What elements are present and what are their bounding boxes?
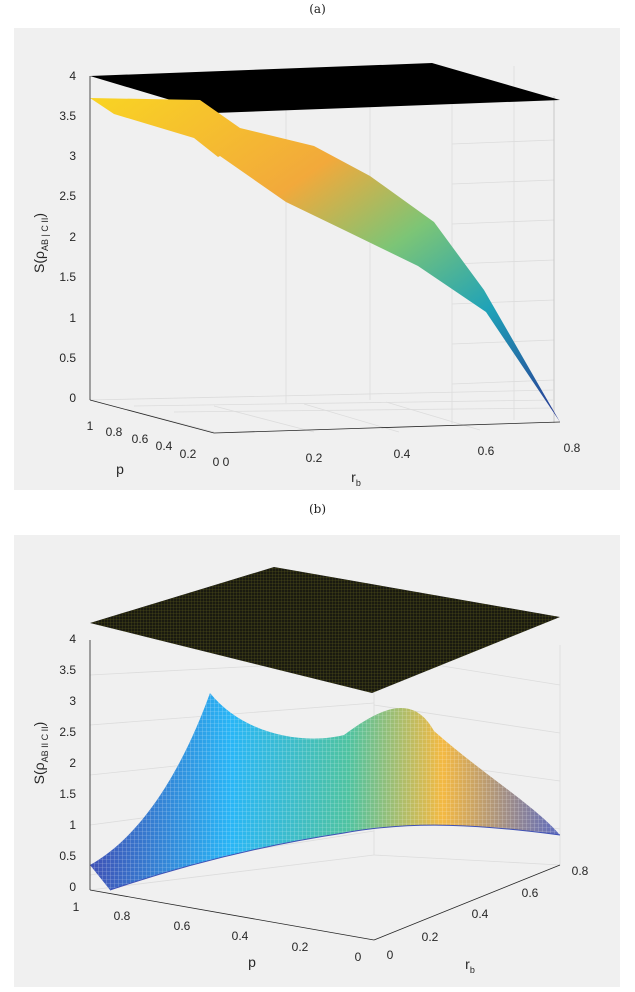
rb-axis [373, 864, 561, 941]
p-axis [89, 399, 215, 434]
z-tick: 1.5 [59, 270, 76, 284]
z-tick: 4 [69, 632, 76, 646]
p-tick: 0.6 [132, 432, 149, 446]
chart-b-svg: 4 3.5 3 2.5 2 1.5 1 0.5 0 1 0.8 0.6 0.4 … [31, 567, 589, 975]
z-tick: 2 [69, 230, 76, 244]
z-tick: 2.5 [59, 725, 76, 739]
z-tick: 3.5 [59, 663, 76, 677]
rb-tick: 0.6 [522, 886, 539, 900]
p-tick: 1 [73, 900, 80, 914]
rb-tick: 0.4 [394, 447, 411, 461]
p-tick-labels: 1 0.8 0.6 0.4 0.2 0 [87, 419, 220, 469]
surface-front-edge [109, 824, 561, 891]
z-tick: 0 [69, 391, 76, 405]
rb-tick: 0.4 [472, 907, 489, 921]
z-tick-labels: 4 3.5 3 2.5 2 1.5 1 0.5 0 [59, 632, 76, 894]
z-tick: 2.5 [59, 189, 76, 203]
p-axis [89, 889, 375, 941]
rb-tick-labels: 0 0.2 0.4 0.6 0.8 [223, 441, 581, 469]
p-tick: 0.6 [174, 919, 191, 933]
surface-ribbon [90, 98, 560, 422]
p-tick: 0.2 [292, 940, 309, 954]
rb-tick: 0.2 [422, 930, 439, 944]
p-tick: 0 [213, 455, 220, 469]
rb-tick: 0.6 [478, 444, 495, 458]
p-axis-label: p [248, 954, 256, 970]
z-tick: 2 [69, 756, 76, 770]
chart-a-svg: 4 3.5 3 2.5 2 1.5 1 0.5 0 0 0.2 0.4 0.6 … [31, 63, 581, 488]
z-tick: 3 [69, 694, 76, 708]
p-tick-labels: 1 0.8 0.6 0.4 0.2 0 [73, 900, 362, 964]
rb-axis-label: rb [465, 956, 475, 975]
rb-tick: 0 [387, 948, 394, 962]
rb-tick: 0.2 [306, 451, 323, 465]
rb-tick: 0 [223, 455, 230, 469]
caption-a: (a) [309, 2, 326, 16]
z-tick: 3.5 [59, 109, 76, 123]
rb-tick: 0.8 [572, 864, 589, 878]
rb-tick-labels: 0 0.2 0.4 0.6 0.8 [387, 864, 589, 962]
z-tick: 0.5 [59, 849, 76, 863]
p-tick: 0 [355, 950, 362, 964]
z-axis-label: S(ρAB | C II) [31, 213, 50, 273]
plane-z4 [90, 63, 560, 113]
caption-b: (b) [308, 502, 327, 516]
z-tick: 0.5 [59, 351, 76, 365]
z-tick-labels: 4 3.5 3 2.5 2 1.5 1 0.5 0 [59, 69, 76, 405]
p-tick: 0.2 [180, 447, 197, 461]
back-wall-grid [89, 66, 555, 433]
plane-z4-mesh [90, 567, 560, 693]
p-tick: 0.8 [106, 425, 123, 439]
p-tick: 0.4 [156, 439, 173, 453]
z-tick: 1 [69, 311, 76, 325]
surface-mesh-lines [90, 693, 560, 890]
rb-tick: 0.8 [564, 441, 581, 455]
z-tick: 1 [69, 818, 76, 832]
chart-b: 4 3.5 3 2.5 2 1.5 1 0.5 0 1 0.8 0.6 0.4 … [14, 535, 620, 987]
p-tick: 0.4 [232, 929, 249, 943]
p-tick: 1 [87, 419, 94, 433]
z-tick: 0 [69, 880, 76, 894]
z-tick: 4 [69, 69, 76, 83]
p-tick: 0.8 [114, 909, 131, 923]
rb-axis [213, 421, 561, 434]
z-axis-label: S(ρAB II C II) [31, 722, 50, 785]
chart-a: 4 3.5 3 2.5 2 1.5 1 0.5 0 0 0.2 0.4 0.6 … [14, 28, 620, 490]
p-axis-label: p [116, 461, 124, 477]
rb-axis-label: rb [351, 469, 361, 488]
z-tick: 1.5 [59, 787, 76, 801]
z-tick: 3 [69, 149, 76, 163]
